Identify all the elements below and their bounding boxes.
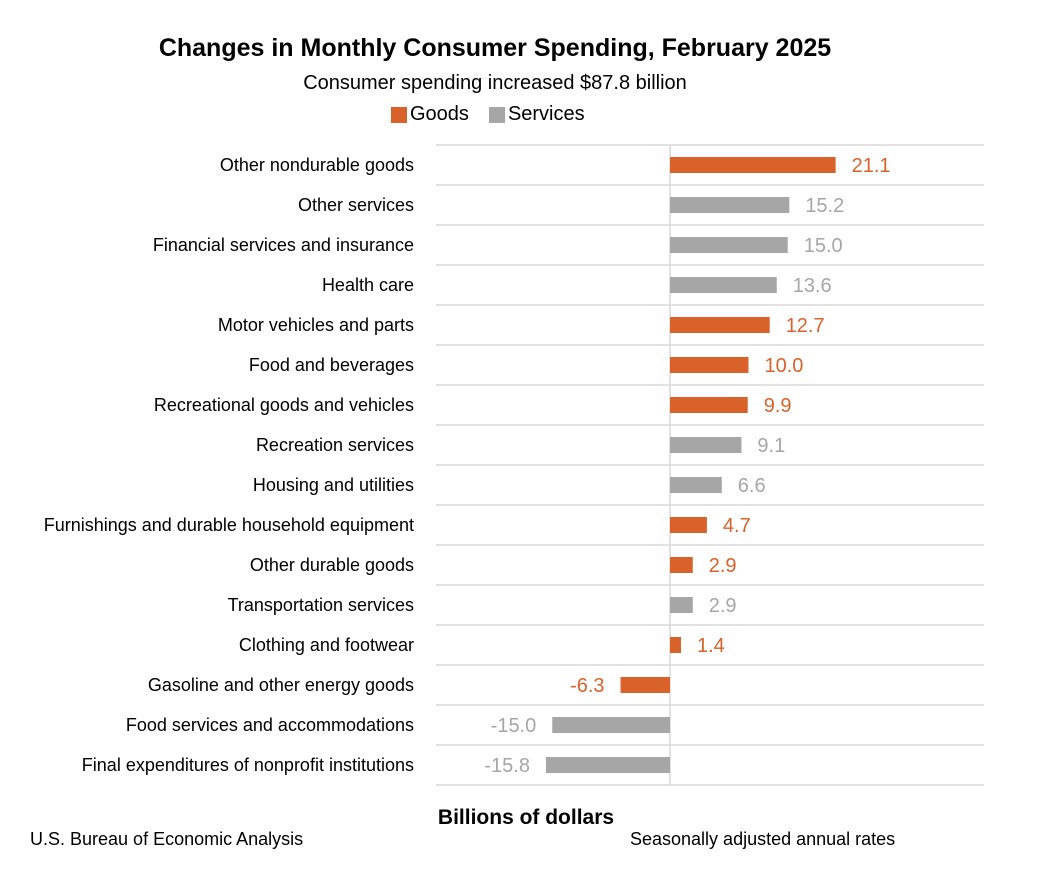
category-label: Transportation services bbox=[228, 595, 414, 615]
bar bbox=[670, 557, 693, 573]
category-label: Clothing and footwear bbox=[239, 635, 414, 655]
bar bbox=[670, 437, 742, 453]
bar bbox=[670, 637, 681, 653]
chart-subtitle: Consumer spending increased $87.8 billio… bbox=[303, 72, 687, 94]
category-label: Recreation services bbox=[256, 435, 414, 455]
category-label: Health care bbox=[322, 275, 414, 295]
category-label: Financial services and insurance bbox=[153, 235, 414, 255]
bar bbox=[545, 757, 670, 773]
data-label: -15.0 bbox=[491, 715, 537, 737]
category-label: Motor vehicles and parts bbox=[218, 315, 414, 335]
data-label: 2.9 bbox=[709, 595, 737, 617]
source-note: U.S. Bureau of Economic Analysis bbox=[30, 829, 304, 849]
data-label: 4.7 bbox=[723, 515, 751, 537]
bar bbox=[620, 677, 670, 693]
legend: Goods Services bbox=[391, 103, 605, 126]
data-label: 13.6 bbox=[793, 275, 832, 297]
data-label: -6.3 bbox=[570, 675, 604, 697]
data-label: 15.2 bbox=[805, 195, 844, 217]
bar bbox=[670, 597, 693, 613]
category-label: Other durable goods bbox=[250, 555, 414, 575]
category-label: Furnishings and durable household equipm… bbox=[44, 515, 414, 535]
bar bbox=[670, 357, 749, 373]
bar bbox=[670, 157, 836, 173]
data-label: 12.7 bbox=[786, 315, 825, 337]
bar bbox=[670, 277, 777, 293]
data-label: 1.4 bbox=[697, 635, 725, 657]
category-label: Recreational goods and vehicles bbox=[154, 395, 414, 415]
data-label: 9.9 bbox=[764, 395, 792, 417]
data-label: -15.8 bbox=[484, 755, 530, 777]
chart-title: Changes in Monthly Consumer Spending, Fe… bbox=[158, 34, 832, 62]
data-label: 15.0 bbox=[804, 235, 843, 257]
legend-label-goods: Goods bbox=[410, 103, 469, 125]
legend-swatch-services bbox=[488, 106, 505, 123]
category-label: Other services bbox=[298, 195, 414, 215]
legend-item-goods: Goods bbox=[391, 103, 469, 126]
category-label: Housing and utilities bbox=[253, 475, 414, 495]
category-label: Gasoline and other energy goods bbox=[148, 675, 414, 695]
bar bbox=[670, 197, 790, 213]
legend-item-services: Services bbox=[488, 103, 585, 126]
bar bbox=[552, 717, 670, 733]
bar bbox=[670, 317, 770, 333]
data-label: 10.0 bbox=[765, 355, 804, 377]
data-label: 21.1 bbox=[852, 155, 891, 177]
data-label: 9.1 bbox=[757, 435, 785, 457]
legend-label-services: Services bbox=[507, 103, 585, 125]
category-label: Food and beverages bbox=[249, 355, 414, 375]
data-label: 6.6 bbox=[738, 475, 766, 497]
category-label: Other nondurable goods bbox=[220, 155, 414, 175]
bar bbox=[670, 397, 748, 413]
category-label: Final expenditures of nonprofit institut… bbox=[82, 755, 414, 775]
legend-swatch-goods bbox=[391, 106, 407, 123]
bar bbox=[670, 517, 707, 533]
category-label: Food services and accommodations bbox=[126, 715, 414, 735]
bar bbox=[670, 477, 722, 493]
rates-note: Seasonally adjusted annual rates bbox=[630, 829, 896, 849]
bar bbox=[670, 237, 788, 253]
x-axis-label: Billions of dollars bbox=[437, 806, 615, 829]
data-label: 2.9 bbox=[709, 555, 737, 577]
